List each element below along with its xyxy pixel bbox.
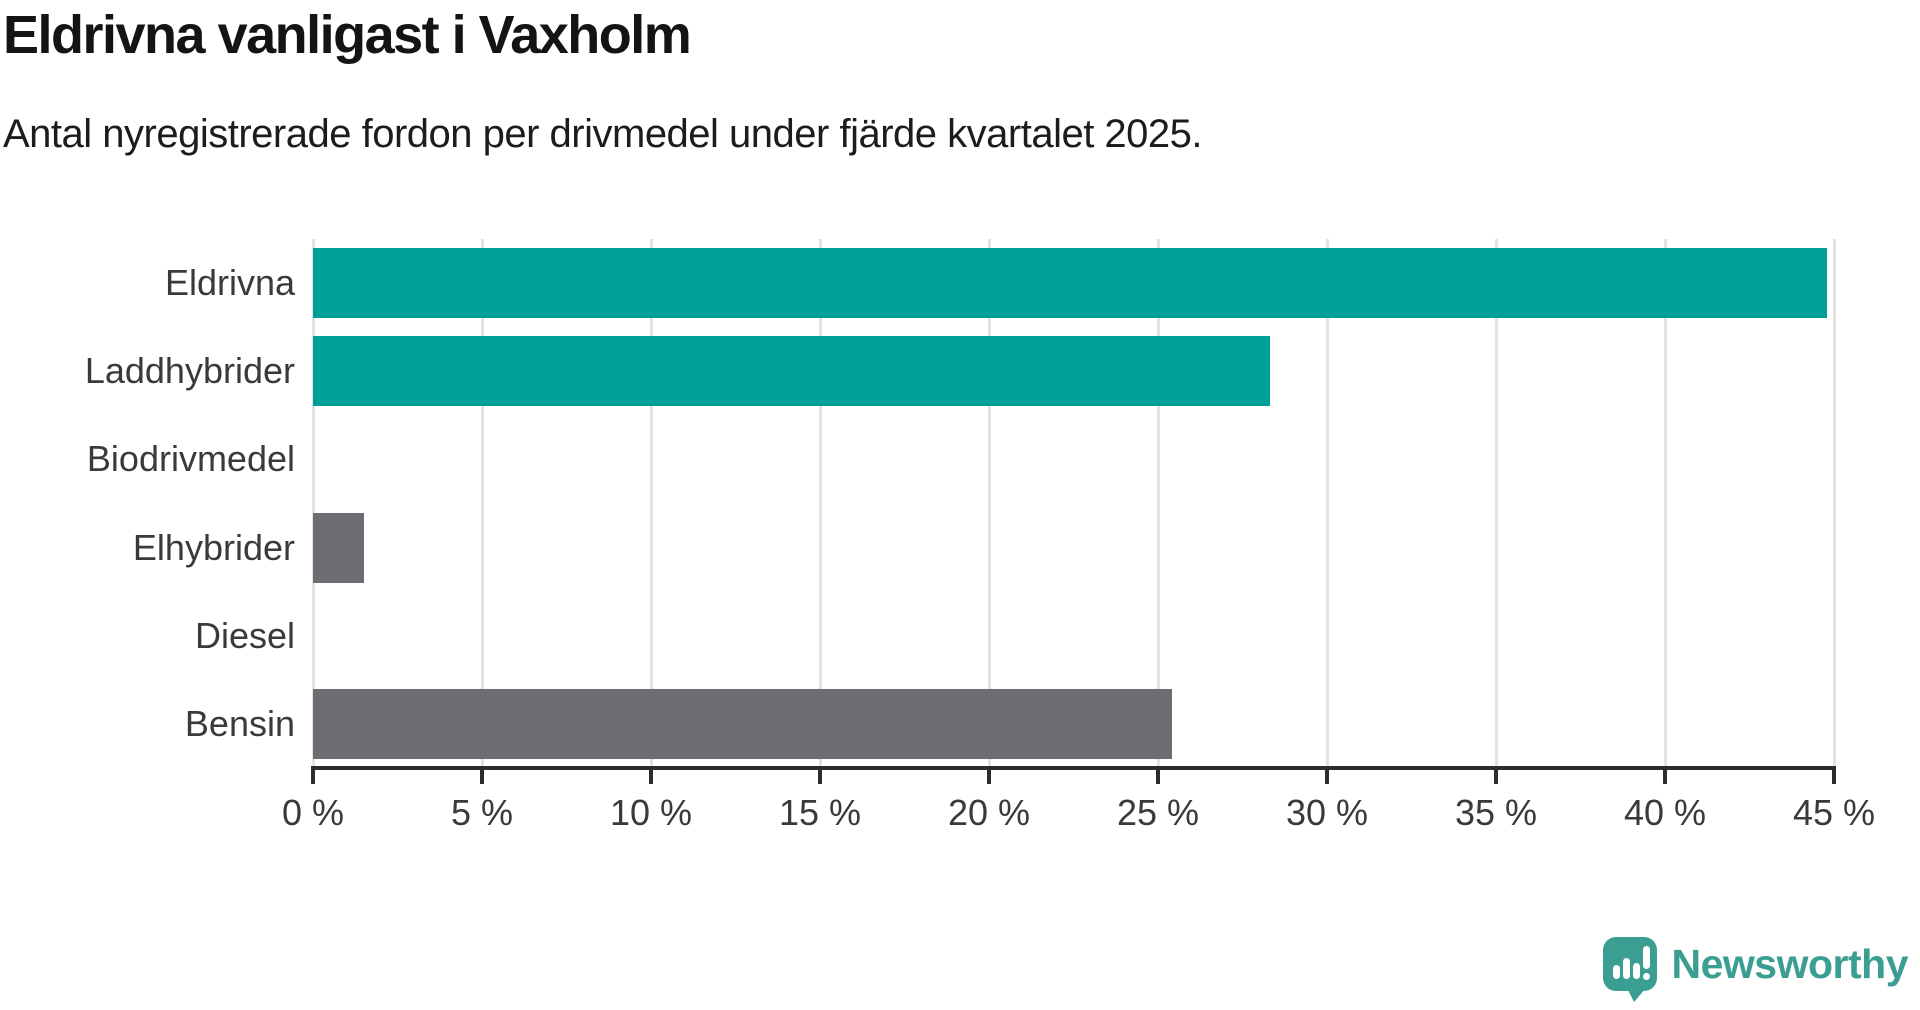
x-axis-label-35pct: 35 % [1454,792,1538,833]
gridline-30pct [1325,239,1329,768]
x-axis-tick-15pct [818,766,822,784]
x-axis-line [311,766,1836,770]
gridline-45pct [1832,239,1836,768]
category-label-eldrivna: Eldrivna [164,262,295,304]
newsworthy-logo-text: Newsworthy [1671,940,1909,987]
gridline-0pct [311,239,315,768]
gridline-15pct [818,239,822,768]
chart-subtitle: Antal nyregistrerade fordon per drivmede… [3,112,1203,156]
gridline-5pct [480,239,484,768]
category-label-elhybrider: Elhybrider [132,526,295,568]
x-axis-tick-5pct [480,766,484,784]
gridline-25pct [1156,239,1160,768]
x-axis-tick-35pct [1494,766,1498,784]
bar-bensin [313,688,1172,759]
chart-title: Eldrivna vanligast i Vaxholm [3,5,692,65]
x-axis-tick-20pct [987,766,991,784]
x-axis-label-45pct: 45 % [1792,792,1876,833]
x-axis-label-0pct: 0 % [281,792,345,833]
gridline-10pct [649,239,653,768]
category-label-laddhybrider: Laddhybrider [84,350,295,392]
gridline-20pct [987,239,991,768]
x-axis-label-25pct: 25 % [1116,792,1200,833]
x-axis-label-5pct: 5 % [450,792,514,833]
x-axis-tick-0pct [311,766,315,784]
bar-elhybrider [313,512,364,583]
category-label-bensin: Bensin [184,702,295,744]
x-axis-tick-25pct [1156,766,1160,784]
x-axis-tick-45pct [1832,766,1836,784]
bar-eldrivna [313,248,1828,319]
bar-laddhybrider [313,336,1270,407]
x-axis-tick-10pct [649,766,653,784]
x-axis-label-20pct: 20 % [947,792,1031,833]
category-label-diesel: Diesel [194,614,295,656]
gridline-35pct [1494,239,1498,768]
x-axis-tick-30pct [1325,766,1329,784]
newsworthy-logo: Newsworthy [1602,936,1909,1002]
x-axis-label-40pct: 40 % [1623,792,1707,833]
x-axis-tick-40pct [1663,766,1667,784]
x-axis-label-30pct: 30 % [1285,792,1369,833]
x-axis-label-10pct: 10 % [609,792,693,833]
category-label-biodrivmedel: Biodrivmedel [86,438,295,480]
newsworthy-logo-icon [1602,937,1657,1002]
x-axis-label-15pct: 15 % [778,792,862,833]
gridline-40pct [1663,239,1667,768]
